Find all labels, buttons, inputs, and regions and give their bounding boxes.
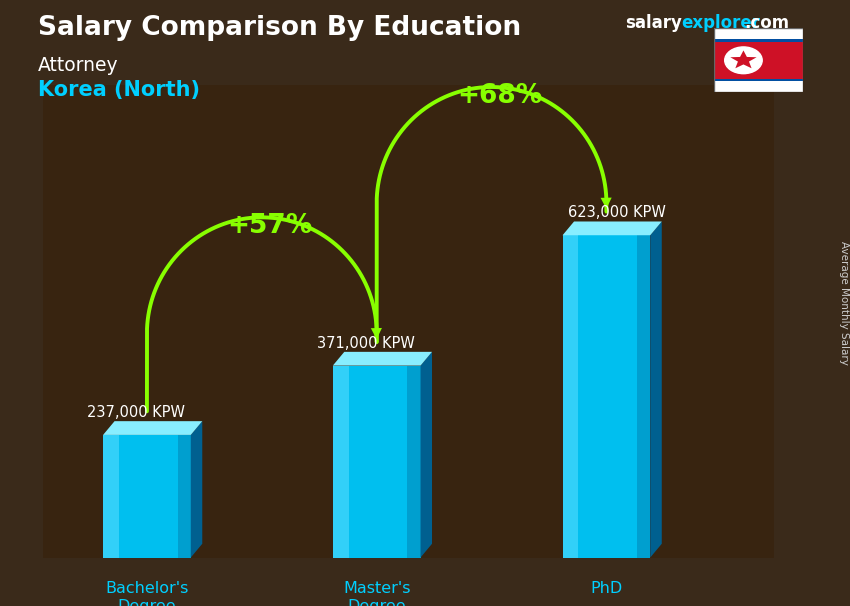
Text: Korea (North): Korea (North) bbox=[38, 80, 201, 100]
Polygon shape bbox=[650, 221, 662, 558]
Circle shape bbox=[725, 47, 762, 74]
Text: Salary Comparison By Education: Salary Comparison By Education bbox=[38, 15, 521, 41]
Polygon shape bbox=[333, 365, 348, 558]
Text: 237,000 KPW: 237,000 KPW bbox=[88, 405, 185, 420]
Text: Bachelor's
Degree: Bachelor's Degree bbox=[105, 581, 189, 606]
Polygon shape bbox=[714, 81, 803, 92]
Polygon shape bbox=[714, 79, 803, 81]
Polygon shape bbox=[730, 50, 756, 68]
Text: Average Monthly Salary: Average Monthly Salary bbox=[839, 241, 849, 365]
Text: +57%: +57% bbox=[227, 213, 313, 239]
Text: +68%: +68% bbox=[457, 82, 542, 108]
Polygon shape bbox=[103, 435, 190, 558]
Polygon shape bbox=[178, 435, 190, 558]
Polygon shape bbox=[103, 421, 202, 435]
Text: PhD: PhD bbox=[590, 581, 622, 596]
FancyArrowPatch shape bbox=[601, 196, 612, 209]
Polygon shape bbox=[638, 235, 650, 558]
FancyArrowPatch shape bbox=[371, 327, 382, 339]
Polygon shape bbox=[190, 421, 202, 558]
Polygon shape bbox=[421, 352, 432, 558]
Text: 371,000 KPW: 371,000 KPW bbox=[317, 336, 415, 350]
Polygon shape bbox=[714, 28, 803, 92]
Polygon shape bbox=[714, 28, 803, 39]
Polygon shape bbox=[714, 39, 803, 42]
Text: salary: salary bbox=[625, 14, 682, 32]
Polygon shape bbox=[563, 221, 662, 235]
Polygon shape bbox=[714, 39, 803, 81]
Text: .com: .com bbox=[744, 14, 789, 32]
Polygon shape bbox=[407, 365, 421, 558]
Polygon shape bbox=[103, 435, 119, 558]
Polygon shape bbox=[333, 365, 421, 558]
Polygon shape bbox=[563, 235, 650, 558]
Text: explorer: explorer bbox=[682, 14, 761, 32]
Polygon shape bbox=[333, 352, 432, 365]
Text: Attorney: Attorney bbox=[38, 56, 119, 75]
Text: 623,000 KPW: 623,000 KPW bbox=[568, 205, 666, 220]
Text: Master's
Degree: Master's Degree bbox=[343, 581, 411, 606]
Polygon shape bbox=[563, 235, 578, 558]
